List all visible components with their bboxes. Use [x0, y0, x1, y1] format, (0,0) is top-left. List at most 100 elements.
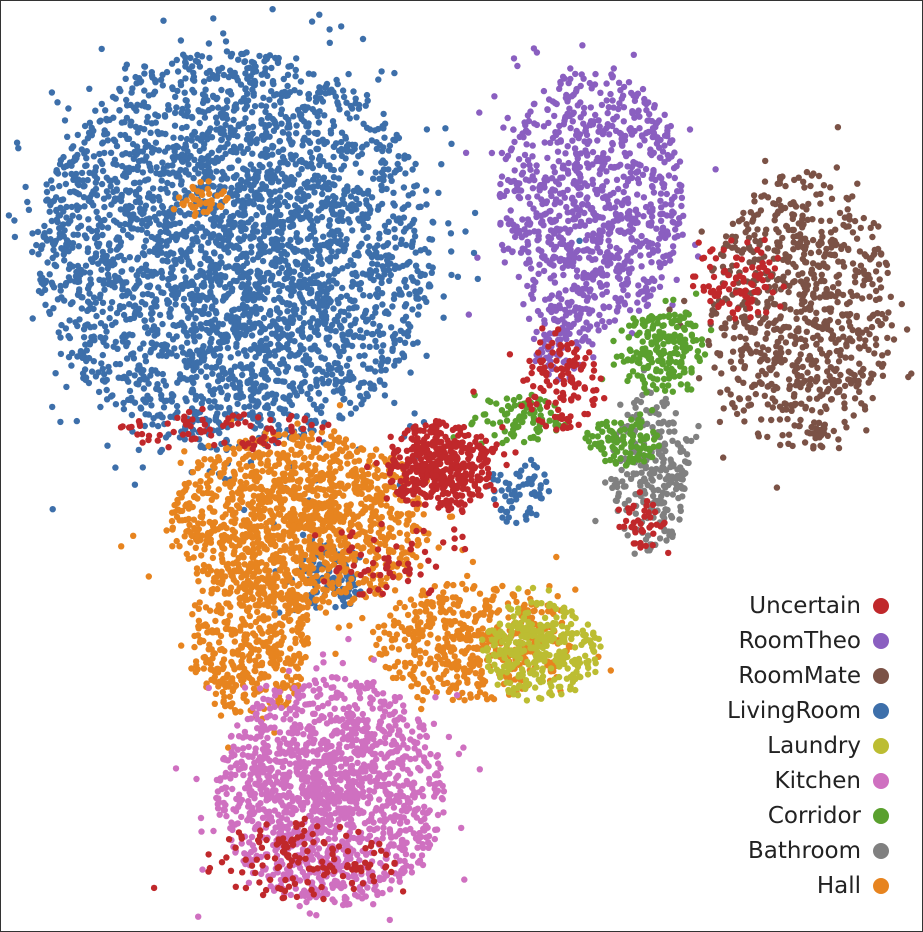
data-point: [156, 221, 163, 228]
data-point: [320, 233, 327, 240]
data-point: [158, 352, 166, 359]
data-point: [666, 306, 673, 313]
data-point: [148, 326, 155, 334]
data-point: [171, 109, 179, 117]
data-point: [141, 317, 148, 324]
data-point: [309, 247, 316, 255]
data-point: [116, 302, 124, 310]
data-point: [74, 231, 82, 238]
data-point: [176, 376, 184, 383]
data-point: [667, 122, 674, 130]
data-point: [622, 182, 630, 189]
data-point: [248, 249, 255, 256]
data-point: [251, 372, 259, 380]
data-point: [99, 351, 107, 359]
data-point: [636, 113, 643, 120]
data-point: [228, 91, 235, 98]
data-point: [547, 261, 555, 268]
data-point: [391, 226, 398, 233]
data-point: [101, 378, 109, 385]
data-point: [269, 6, 276, 13]
data-point: [570, 259, 577, 266]
data-point: [191, 156, 198, 163]
data-point: [244, 145, 251, 152]
data-point: [251, 384, 258, 391]
data-point: [207, 288, 214, 296]
data-point: [605, 104, 612, 111]
data-point: [180, 51, 187, 58]
data-point: [293, 413, 300, 420]
data-point: [74, 131, 82, 139]
data-point: [338, 166, 345, 173]
data-point: [350, 88, 357, 95]
data-point: [275, 421, 282, 429]
data-point: [253, 310, 260, 317]
data-point: [734, 375, 741, 382]
data-point: [553, 196, 560, 203]
data-point: [335, 175, 343, 182]
data-point: [670, 249, 677, 256]
data-point: [817, 200, 824, 207]
data-point: [520, 301, 527, 308]
data-point: [154, 112, 162, 120]
data-point: [603, 80, 610, 87]
data-point: [649, 183, 656, 191]
data-point: [246, 403, 253, 410]
data-point: [358, 144, 366, 151]
data-point: [576, 237, 583, 244]
data-point: [38, 279, 45, 286]
data-point: [249, 64, 257, 72]
data-point: [295, 327, 302, 334]
data-point: [211, 250, 218, 257]
data-point: [192, 142, 199, 149]
data-point: [364, 316, 372, 323]
data-point: [661, 111, 668, 119]
data-point: [192, 315, 199, 322]
data-point: [198, 282, 205, 289]
data-point: [83, 234, 90, 242]
data-point: [111, 195, 119, 202]
data-point: [558, 234, 565, 242]
series-livingroom: [5, 6, 583, 616]
data-point: [114, 179, 121, 186]
data-point: [384, 358, 391, 365]
data-point: [136, 79, 144, 86]
data-point: [872, 268, 880, 275]
data-point: [849, 260, 857, 267]
data-point: [573, 312, 580, 320]
data-point: [61, 117, 69, 124]
data-point: [107, 305, 114, 312]
data-point: [648, 117, 656, 125]
data-point: [784, 415, 791, 423]
data-point: [860, 365, 867, 373]
data-point: [305, 95, 313, 102]
data-point: [603, 288, 610, 295]
data-point: [103, 342, 110, 349]
data-point: [84, 285, 92, 292]
data-point: [343, 236, 350, 243]
data-point: [558, 296, 565, 303]
data-point: [637, 252, 644, 259]
data-point: [288, 287, 295, 294]
data-point: [605, 122, 612, 130]
data-point: [228, 184, 235, 192]
data-point: [381, 381, 388, 388]
data-point: [343, 362, 351, 369]
data-point: [335, 248, 342, 255]
data-point: [88, 368, 96, 375]
data-point: [229, 381, 236, 388]
data-point: [833, 164, 840, 171]
data-point: [102, 130, 110, 137]
data-point: [592, 70, 599, 78]
data-point: [239, 212, 247, 219]
data-point: [321, 84, 329, 91]
data-point: [385, 252, 392, 259]
data-point: [264, 72, 271, 80]
data-point: [604, 109, 611, 117]
data-point: [125, 189, 132, 196]
data-point: [498, 241, 506, 249]
data-point: [785, 431, 793, 438]
data-point: [246, 311, 254, 318]
data-point: [600, 304, 608, 312]
data-point: [55, 212, 62, 219]
